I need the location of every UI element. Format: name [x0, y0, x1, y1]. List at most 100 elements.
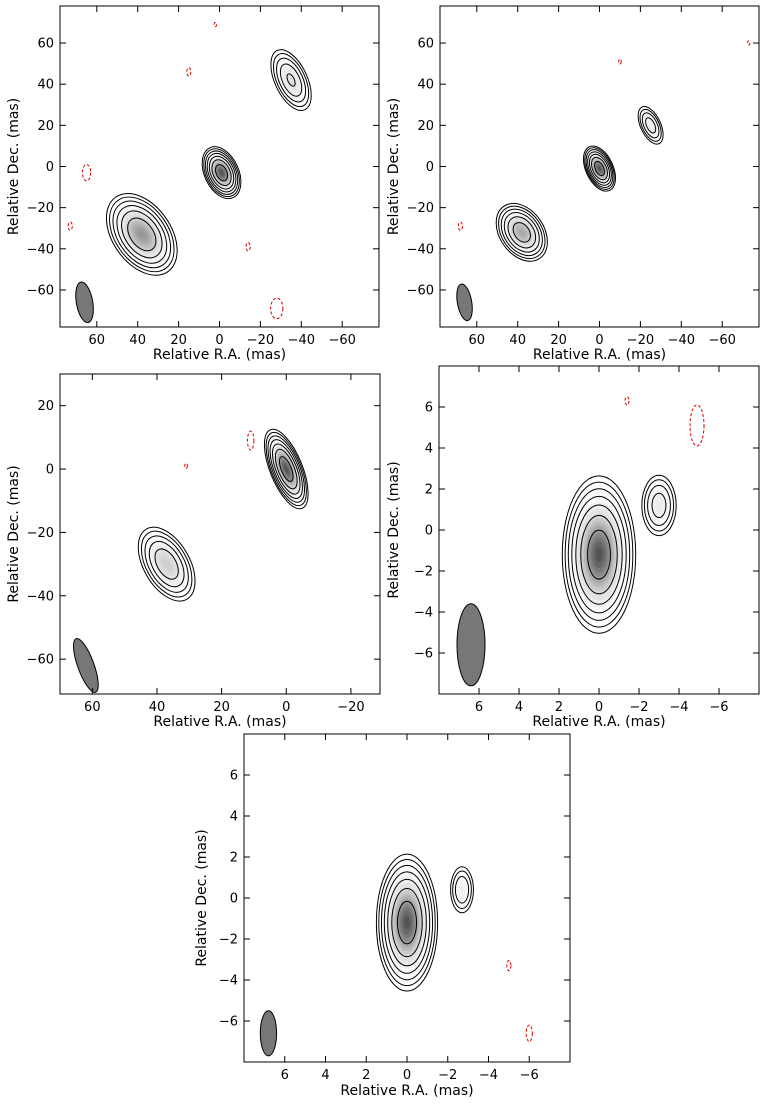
- panel-3-core-shade: [284, 465, 289, 473]
- panel-5-core-shade: [401, 910, 413, 935]
- panel-1-xtick-label: −40: [288, 333, 315, 348]
- panel-2-xlabel: Relative R.A. (mas): [533, 347, 666, 363]
- panel-1-jet-knot-SE-contour: [112, 200, 172, 269]
- panel-1-core-shade: [217, 166, 226, 179]
- panel-5-jet-knot-W-contour: [454, 876, 470, 904]
- panel-2-core-shade: [592, 158, 607, 179]
- panel-1-core-shade: [212, 160, 231, 185]
- panel-4-ytick-label: −4: [414, 606, 433, 621]
- panel-2-ytick-label: −60: [407, 283, 434, 298]
- panel-1-jet-knot-SE-contour: [105, 193, 178, 276]
- panel-2-xtick-label: −60: [708, 333, 735, 348]
- panel-1-jet-NW-contour: [272, 53, 310, 108]
- panel-1-jet-NW-shade: [280, 64, 302, 96]
- panel-1-negative-contour: [186, 67, 192, 77]
- panel-4-jet-knot-W-shade: [645, 481, 673, 530]
- panel-3-core-shade: [268, 436, 305, 503]
- panel-5-negative-contour: [506, 960, 512, 972]
- panel-1-ytick-label: 60: [37, 37, 54, 52]
- panel-1-xtick-label: 40: [129, 333, 146, 348]
- panel-3-ytick-label: 20: [37, 399, 54, 414]
- panel-1-xtick-label: 60: [89, 333, 106, 348]
- panel-2-jet-knot-SE-contour: [507, 216, 537, 249]
- panel-3-jet-knot-SE-contour: [140, 530, 193, 598]
- panel-2-core-contour: [591, 156, 608, 181]
- panel-4-core-contour: [580, 514, 618, 595]
- panel-5-jet-knot-W-shade: [459, 883, 465, 896]
- panel-3-jet-knot-SE-contour: [144, 535, 189, 593]
- panel-4-ytick-label: −6: [414, 647, 433, 662]
- panel-2-jet-NW-shade: [639, 108, 663, 143]
- panel-4-jet-knot-W-shade: [646, 484, 672, 527]
- panel-5-plot-area: [259, 853, 533, 1057]
- panel-1: 60 40 20 0 −20 −40 −60 60 40 20 0 −20 −40 −60 Relativ…: [6, 5, 380, 363]
- panel-2-core-contour: [585, 149, 614, 188]
- panel-4-ytick-label: −2: [414, 565, 433, 580]
- panel-3-core-contour: [278, 456, 294, 482]
- panel-2-core-shade: [595, 162, 604, 175]
- panel-1-ytick-label: −60: [27, 283, 54, 298]
- panel-5-xtick-label: −4: [479, 1068, 498, 1083]
- panel-1-core-shade: [216, 165, 227, 180]
- panel-5-xtick-label: 0: [403, 1068, 411, 1083]
- panel-5-ytick-label: 4: [230, 810, 238, 825]
- panel-3-jet-knot-SE-shade: [160, 556, 173, 572]
- panel-4-xtick-label: 4: [515, 700, 523, 715]
- panel-1-jet-NW-contour: [279, 63, 303, 97]
- panel-2-jet-NW-contour: [639, 108, 662, 142]
- panel-2-core-shade: [590, 155, 609, 182]
- panel-2-ylabel: Relative Dec. (mas): [386, 98, 402, 235]
- panel-4-core-shade: [587, 529, 611, 580]
- panel-3-core-shade: [277, 452, 296, 486]
- panel-5-jet-knot-W-shade: [455, 877, 469, 903]
- panel-1-negative-contour: [213, 21, 218, 28]
- panel-2-xtick-label: 40: [509, 333, 526, 348]
- panel-3-xtick-label: 0: [282, 700, 290, 715]
- panel-3-core-contour: [271, 443, 301, 495]
- panel-4-ytick-label: 4: [425, 442, 433, 457]
- panel-4-core-shade: [595, 547, 603, 563]
- panel-4-xtick-label: −6: [709, 700, 728, 715]
- panel-4-xtick-label: −4: [669, 700, 688, 715]
- panel-5-jet-knot-W-contour: [450, 866, 474, 914]
- panel-5-jet-knot-W-shade: [450, 866, 474, 913]
- panel-5-jet-knot-W-shade: [457, 880, 467, 900]
- panel-1-jet-knot-SE-shade: [129, 220, 154, 249]
- panel-1-xtick-label: 0: [215, 333, 223, 348]
- panel-5-core-shade: [404, 916, 410, 930]
- panel-1-jet-knot-SE-shade: [135, 227, 149, 242]
- panel-2-xtick-label: 60: [469, 333, 486, 348]
- panel-4-jet-knot-W-contour: [643, 479, 675, 532]
- panel-5-xtick-label: −6: [520, 1068, 539, 1083]
- panel-1-jet-NW-shade: [286, 73, 296, 87]
- panel-5-core-shade: [395, 897, 419, 948]
- panel-2-jet-NW-shade: [647, 120, 654, 130]
- panel-5-ytick-label: 0: [230, 892, 238, 907]
- panel-1-jet-NW-contour: [286, 73, 296, 87]
- panel-1-jet-NW-contour: [270, 49, 312, 111]
- panel-4-jet-knot-W-shade: [652, 494, 666, 517]
- panel-5-ytick-label: −2: [219, 933, 238, 948]
- panel-5-jet-knot-W-shade: [454, 874, 470, 906]
- panel-4-xtick-label: 2: [555, 700, 563, 715]
- panel-5-jet-knot-W-shade: [458, 882, 466, 898]
- panel-1-jet-knot-SE-contour: [121, 210, 163, 259]
- panel-5-core-contour: [375, 853, 439, 992]
- panel-4-plot-area: [456, 396, 705, 687]
- panel-3-jet-knot-SE-shade: [152, 546, 181, 582]
- panel-5-core-shade: [389, 882, 425, 963]
- panel-4-core-shade: [577, 508, 621, 601]
- panel-4-jet-knot-W-shade: [639, 471, 679, 540]
- panel-2-jet-NW-shade: [645, 118, 656, 133]
- panel-4-jet-knot-W-shade: [648, 486, 670, 525]
- panel-1-jet-NW-shade: [282, 67, 300, 93]
- panel-3-negative-contour: [246, 430, 255, 451]
- panel-2-jet-knot-SE-contour: [503, 212, 540, 253]
- panel-2-jet-NW-shade: [643, 114, 658, 136]
- panel-2-ytick-label: −20: [407, 201, 434, 216]
- panel-2-jet-NW-shade: [644, 116, 657, 135]
- panel-3-xtick-label: 60: [84, 700, 101, 715]
- panel-4-xlabel: Relative R.A. (mas): [532, 714, 665, 730]
- panel-5-core-shade: [386, 876, 428, 969]
- panel-2-core-shade: [597, 166, 602, 171]
